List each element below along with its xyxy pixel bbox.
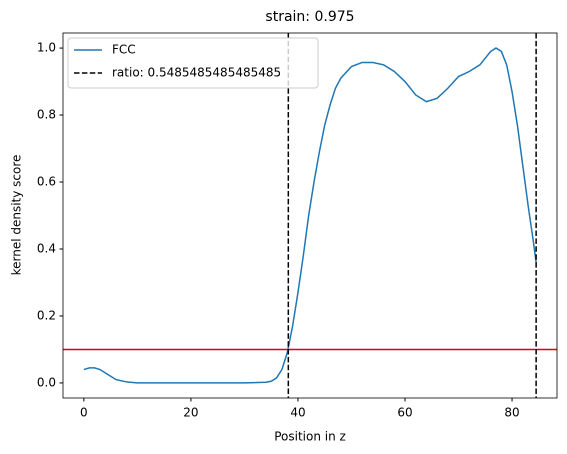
- data-line: [83, 47, 537, 384]
- y-tick-label: 0.2: [37, 308, 56, 322]
- y-tick-label: 0.8: [37, 108, 56, 122]
- y-tick-label: 1.0: [37, 41, 56, 55]
- y-tick-label: 0.4: [37, 241, 56, 255]
- x-tick-label: 0: [80, 406, 88, 420]
- legend-label: ratio: 0.5485485485485485: [112, 66, 281, 80]
- plot-frame: [62, 32, 558, 399]
- x-axis-label: Position in z: [274, 430, 346, 444]
- legend-box: [67, 37, 319, 89]
- chart-title: strain: 0.975: [265, 9, 354, 25]
- legend-label: FCC: [112, 43, 136, 57]
- y-tick-label: 0.0: [37, 375, 56, 389]
- x-tick-label: 40: [290, 406, 305, 420]
- x-tick-label: 20: [183, 406, 198, 420]
- x-tick-label: 80: [504, 406, 519, 420]
- y-tick-label: 0.6: [37, 175, 56, 189]
- x-tick-label: 60: [397, 406, 412, 420]
- y-axis-label: kernel density score: [10, 155, 24, 276]
